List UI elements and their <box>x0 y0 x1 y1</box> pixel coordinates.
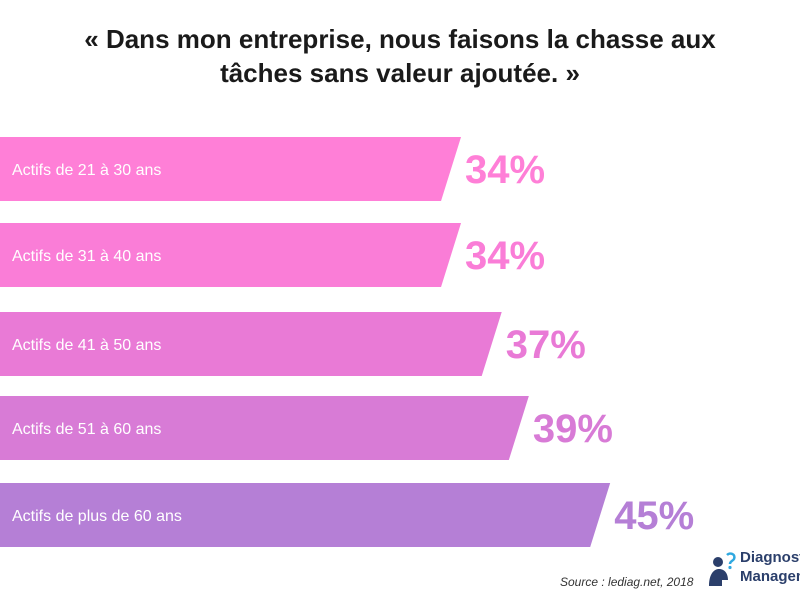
category-label: Actifs de 51 à 60 ans <box>12 421 161 438</box>
category-label: Actifs de 41 à 50 ans <box>12 337 161 354</box>
bar <box>0 223 462 287</box>
chart-title-line-2: tâches sans valeur ajoutée. » <box>220 58 580 88</box>
chart-title: « Dans mon entreprise, nous faisons la c… <box>0 22 800 90</box>
brand-logo: Diagnostic Management <box>706 546 800 592</box>
bar <box>0 483 611 547</box>
category-label: Actifs de 21 à 30 ans <box>12 162 161 179</box>
category-label: Actifs de plus de 60 ans <box>12 508 182 525</box>
value-label: 45% <box>614 494 694 538</box>
source-note: Source : lediag.net, 2018 <box>560 575 694 589</box>
logo-text-line-1: Diagnostic <box>740 549 800 566</box>
chart-title-line-1: « Dans mon entreprise, nous faisons la c… <box>84 24 716 54</box>
value-label: 37% <box>506 323 586 367</box>
bar <box>0 396 529 460</box>
bar <box>0 137 462 201</box>
person-question-icon <box>709 552 736 586</box>
bar <box>0 312 502 376</box>
value-label: 34% <box>465 234 545 278</box>
logo-text-line-2: Management <box>740 568 800 585</box>
category-label: Actifs de 31 à 40 ans <box>12 248 161 265</box>
value-label: 39% <box>533 407 613 451</box>
value-label: 34% <box>465 148 545 192</box>
